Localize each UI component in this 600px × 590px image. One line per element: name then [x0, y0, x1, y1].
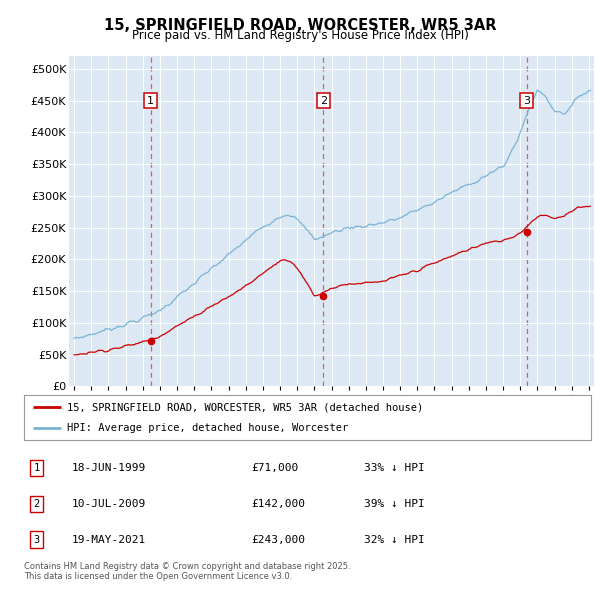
Text: 18-JUN-1999: 18-JUN-1999	[72, 463, 146, 473]
Text: £142,000: £142,000	[251, 499, 305, 509]
Text: 15, SPRINGFIELD ROAD, WORCESTER, WR5 3AR: 15, SPRINGFIELD ROAD, WORCESTER, WR5 3AR	[104, 18, 496, 32]
Text: 2: 2	[34, 499, 40, 509]
Text: 39% ↓ HPI: 39% ↓ HPI	[364, 499, 425, 509]
Text: 33% ↓ HPI: 33% ↓ HPI	[364, 463, 425, 473]
Text: HPI: Average price, detached house, Worcester: HPI: Average price, detached house, Worc…	[67, 422, 348, 432]
Text: 2: 2	[320, 96, 327, 106]
Text: £71,000: £71,000	[251, 463, 298, 473]
Text: Price paid vs. HM Land Registry's House Price Index (HPI): Price paid vs. HM Land Registry's House …	[131, 30, 469, 42]
Text: £243,000: £243,000	[251, 535, 305, 545]
Text: 3: 3	[523, 96, 530, 106]
Text: 15, SPRINGFIELD ROAD, WORCESTER, WR5 3AR (detached house): 15, SPRINGFIELD ROAD, WORCESTER, WR5 3AR…	[67, 402, 423, 412]
Text: 32% ↓ HPI: 32% ↓ HPI	[364, 535, 425, 545]
Text: Contains HM Land Registry data © Crown copyright and database right 2025.
This d: Contains HM Land Registry data © Crown c…	[24, 562, 350, 581]
Text: 10-JUL-2009: 10-JUL-2009	[72, 499, 146, 509]
Text: 3: 3	[34, 535, 40, 545]
Text: 19-MAY-2021: 19-MAY-2021	[72, 535, 146, 545]
Text: 1: 1	[147, 96, 154, 106]
Text: 1: 1	[34, 463, 40, 473]
